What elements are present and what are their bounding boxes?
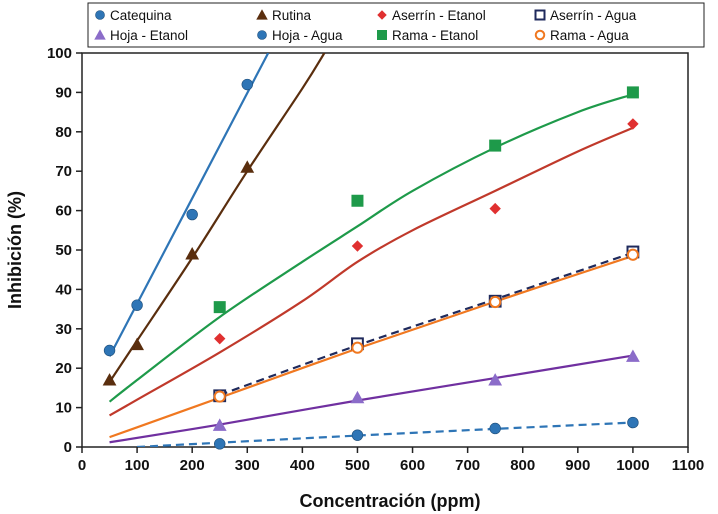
x-tick-label: 900 [565, 457, 590, 474]
y-tick-label: 30 [55, 321, 72, 338]
point-catequina [103, 344, 116, 357]
legend-label-catequina: Catequina [110, 8, 172, 23]
trendlines [108, 53, 634, 447]
x-tick-label: 800 [510, 457, 535, 474]
legend: Catequina Rutina Aserrín - Etanol Aserrín -… [87, 2, 705, 48]
y-tick-label: 90 [55, 84, 72, 101]
trendline-hoja-agua [137, 421, 633, 447]
legend-label-aserrin-agua: Aserrín - Agua [550, 8, 637, 23]
y-tick-label: 0 [64, 439, 72, 456]
point-rama-etanol [351, 194, 364, 207]
x-axis-title: Concentración (ppm) [299, 491, 480, 511]
point-hoja-agua [627, 416, 639, 429]
point-rama-agua [489, 295, 502, 309]
legend-marker-aserrin-agua [534, 9, 546, 21]
trendline-rutina [108, 53, 326, 383]
x-tick-label: 700 [455, 457, 480, 474]
y-tick-label: 10 [55, 400, 72, 417]
trendline-aserrin-etanol [109, 126, 634, 417]
y-tick-label: 60 [55, 203, 72, 220]
y-tick-label: 70 [55, 163, 72, 180]
legend-label-rutina: Rutina [272, 8, 312, 23]
trendline-catequina [108, 53, 270, 357]
point-hoja-agua [351, 429, 364, 441]
point-aserrin-etanol [351, 240, 364, 252]
legend-marker-catequina [95, 10, 105, 20]
point-rama-etanol [626, 86, 639, 99]
legend-marker-rama-agua [534, 29, 546, 41]
trendline-rama-agua [109, 254, 634, 439]
x-tick-label: 1000 [616, 457, 649, 474]
x-tick-label: 400 [290, 457, 315, 474]
point-catequina [131, 299, 143, 311]
point-rama-etanol [489, 139, 502, 152]
point-rutina [102, 373, 117, 386]
legend-label-hoja-agua: Hoja - Agua [272, 28, 343, 43]
y-tick-label: 20 [55, 360, 72, 377]
point-rama-agua [351, 341, 364, 354]
point-rutina [185, 247, 200, 260]
point-aserrin-etanol [627, 118, 639, 130]
y-axis-title: Inhibición (%) [5, 191, 25, 309]
legend-label-aserrin-etanol: Aserrín - Etanol [392, 8, 486, 23]
x-tick-label: 300 [235, 457, 260, 474]
point-rutina [130, 337, 144, 351]
point-rama-agua [213, 390, 226, 403]
y-tick-label: 40 [55, 281, 72, 298]
plot-frame [81, 52, 689, 448]
point-hoja-etanol [350, 390, 365, 404]
y-tick-label: 80 [55, 124, 72, 141]
trendline-rama-etanol [108, 93, 634, 403]
data-points [102, 78, 640, 450]
point-hoja-etanol [488, 373, 503, 386]
y-tick-label: 50 [55, 242, 72, 259]
legend-marker-hoja-etanol [94, 29, 106, 40]
legend-box [87, 2, 705, 48]
point-catequina [241, 78, 253, 91]
legend-marker-rama-etanol [377, 30, 387, 40]
point-aserrin-etanol [214, 332, 226, 345]
point-hoja-agua [214, 438, 226, 450]
x-tick-label: 100 [125, 457, 150, 474]
y-tick-label: 100 [47, 45, 72, 62]
trendline-hoja-etanol [109, 354, 634, 444]
x-tick-label: 600 [400, 457, 425, 474]
point-rama-agua [626, 248, 640, 261]
legend-label-rama-agua: Rama - Agua [550, 28, 629, 43]
legend-label-rama-etanol: Rama - Etanol [392, 28, 478, 43]
x-tick-label: 0 [78, 457, 86, 474]
x-tick-label: 500 [345, 457, 370, 474]
point-hoja-etanol [626, 349, 640, 362]
point-rama-etanol [213, 301, 226, 314]
x-tick-label: 200 [180, 457, 205, 474]
point-hoja-etanol [212, 418, 227, 431]
point-catequina [186, 208, 198, 221]
legend-marker-hoja-agua [257, 30, 267, 40]
legend-label-hoja-etanol: Hoja - Etanol [110, 28, 188, 43]
legend-marker-aserrin-etanol [377, 10, 387, 20]
point-rutina [240, 160, 255, 173]
legend-marker-rutina [256, 9, 268, 20]
point-hoja-agua [489, 422, 501, 435]
x-tick-label: 1100 [672, 457, 705, 474]
point-aserrin-etanol [489, 202, 501, 215]
